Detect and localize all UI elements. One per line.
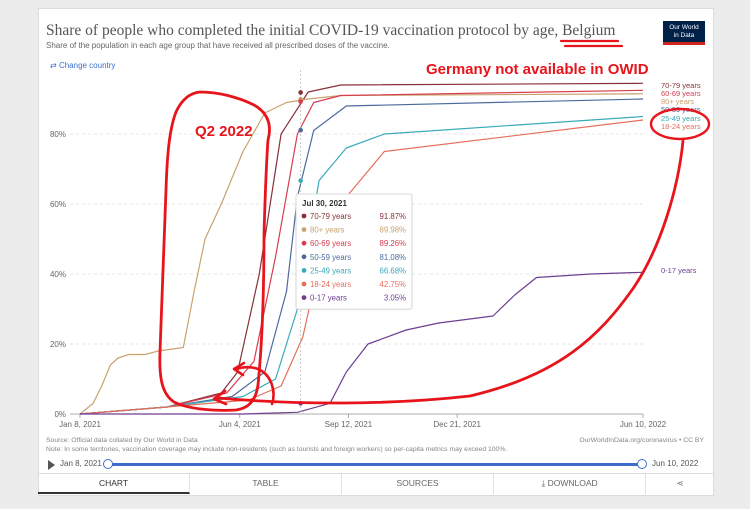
change-country-button[interactable]: ⇄ Change country bbox=[50, 61, 115, 70]
tooltip-value: 81.08% bbox=[380, 253, 407, 262]
chart-tabs: CHART TABLE SOURCES ⤓ DOWNLOAD ⋖ bbox=[38, 473, 714, 494]
logo-line-1: Our World bbox=[669, 24, 699, 31]
tooltip-series-name: 60-69 years bbox=[310, 239, 351, 248]
tooltip-series-name: 70-79 years bbox=[310, 212, 351, 221]
tooltip-swatch bbox=[301, 254, 307, 260]
x-tick-label: Jan 8, 2021 bbox=[59, 420, 101, 429]
tooltip-swatch bbox=[301, 213, 307, 219]
series-end-label: 80+ years bbox=[661, 97, 694, 106]
x-tick-label: Jun 10, 2022 bbox=[620, 420, 667, 429]
tooltip-series-name: 80+ years bbox=[310, 226, 345, 235]
tooltip-swatch bbox=[301, 240, 307, 246]
y-tick-label: 0% bbox=[54, 410, 66, 419]
footer-note: Note: In some territories, vaccination c… bbox=[46, 446, 508, 453]
arrow-curve bbox=[216, 139, 685, 405]
series-end-label: 25-49 years bbox=[661, 114, 701, 123]
y-axis-ticks: 0% 20% 40% 60% 80% bbox=[50, 130, 66, 419]
x-axis: Jan 8, 2021 Jun 4, 2021 Sep 12, 2021 Dec 21… bbox=[59, 413, 667, 429]
series-line bbox=[80, 271, 644, 415]
timeline-slider[interactable] bbox=[103, 459, 647, 469]
series-end-label: 18-24 years bbox=[661, 122, 701, 131]
hover-point bbox=[298, 127, 303, 133]
timeline-end-label: Jun 10, 2022 bbox=[652, 459, 699, 468]
tab-table[interactable]: TABLE bbox=[190, 474, 343, 494]
q2-ellipse bbox=[158, 90, 271, 412]
tooltip-value: 42.75% bbox=[380, 280, 407, 289]
tooltip-value: 91.87% bbox=[380, 212, 407, 221]
arrow-head-upper bbox=[232, 361, 246, 377]
share-icon[interactable]: ⋖ bbox=[676, 478, 684, 488]
y-tick-label: 80% bbox=[50, 130, 66, 139]
hover-point bbox=[298, 90, 303, 95]
tooltip-value: 89.98% bbox=[380, 226, 407, 235]
play-icon[interactable] bbox=[48, 460, 55, 470]
tooltip-series-name: 0-17 years bbox=[310, 294, 347, 303]
series-end-label: 60-69 years bbox=[661, 89, 701, 98]
hand-drawn-annotations: Q2 2022 Germany not available in OWID bbox=[158, 39, 711, 412]
chart-subtitle: Share of the population in each age grou… bbox=[46, 41, 390, 50]
tooltip-swatch bbox=[301, 281, 307, 287]
arrow-head-lower bbox=[212, 389, 228, 406]
hover-point bbox=[298, 178, 303, 183]
tooltip-box bbox=[295, 193, 413, 310]
timeline-start-label: Jan 8, 2021 bbox=[60, 459, 102, 468]
series-end-label: 70-79 years bbox=[661, 81, 701, 90]
y-tick-label: 40% bbox=[50, 270, 66, 279]
series-line bbox=[79, 119, 644, 415]
tooltip-swatch bbox=[301, 268, 307, 273]
chart-title: Share of people who completed the initia… bbox=[46, 22, 615, 40]
series-end-label: 0-17 years bbox=[661, 266, 697, 275]
tooltip-swatch bbox=[301, 295, 307, 300]
y-tick-label: 60% bbox=[50, 200, 66, 209]
owid-logo[interactable]: Our World in Data bbox=[663, 21, 705, 45]
x-tick-label: Dec 21, 2021 bbox=[433, 420, 481, 429]
timeline-start-handle[interactable] bbox=[103, 459, 113, 469]
tab-chart[interactable]: CHART bbox=[38, 474, 191, 494]
tooltip-value: 3.05% bbox=[384, 294, 406, 303]
tooltip-date: Jul 30, 2021 bbox=[302, 199, 347, 208]
tooltip-series-name: 18-24 years bbox=[310, 280, 351, 289]
tooltip-series-name: 50-59 years bbox=[310, 253, 351, 262]
footer-source: Source: Official data collated by Our Wo… bbox=[46, 437, 198, 444]
tooltip-series-name: 25-49 years bbox=[310, 266, 351, 275]
series-line bbox=[79, 89, 644, 415]
tooltip-swatch bbox=[301, 227, 307, 233]
swap-icon: ⇄ bbox=[50, 61, 57, 70]
arrow-branch bbox=[234, 365, 275, 406]
age-group-circle bbox=[649, 107, 711, 141]
tooltip: Jul 30, 2021 70-79 years 91.87% 80+ years 89… bbox=[295, 193, 413, 310]
y-tick-label: 20% bbox=[50, 340, 66, 349]
logo-line-2: in Data bbox=[673, 32, 695, 39]
x-tick-label: Jun 4, 2021 bbox=[219, 420, 261, 429]
title-country: Belgium bbox=[562, 22, 616, 39]
series-line bbox=[79, 93, 644, 415]
tab-download[interactable]: ⤓ DOWNLOAD bbox=[494, 474, 647, 494]
timeline: Jan 8, 2021 Jun 10, 2022 bbox=[46, 458, 702, 472]
germany-note: Germany not available in OWID bbox=[426, 61, 649, 78]
hover-point bbox=[298, 99, 303, 104]
timeline-end-handle[interactable] bbox=[637, 459, 647, 469]
title-text: Share of people who completed the initia… bbox=[46, 22, 559, 39]
series-lines bbox=[79, 82, 644, 415]
x-tick-label: Sep 12, 2021 bbox=[325, 420, 373, 429]
belgium-underline bbox=[559, 39, 624, 48]
tooltip-value: 66.68% bbox=[380, 266, 407, 275]
q2-label: Q2 2022 bbox=[195, 123, 253, 140]
footer-license[interactable]: OurWorldInData.org/coronavirus • CC BY bbox=[579, 437, 704, 444]
tab-sources[interactable]: SOURCES bbox=[342, 474, 495, 494]
tooltip-value: 89.26% bbox=[380, 239, 407, 248]
change-country-label: Change country bbox=[58, 61, 116, 70]
logo-accent-bar bbox=[663, 42, 705, 45]
